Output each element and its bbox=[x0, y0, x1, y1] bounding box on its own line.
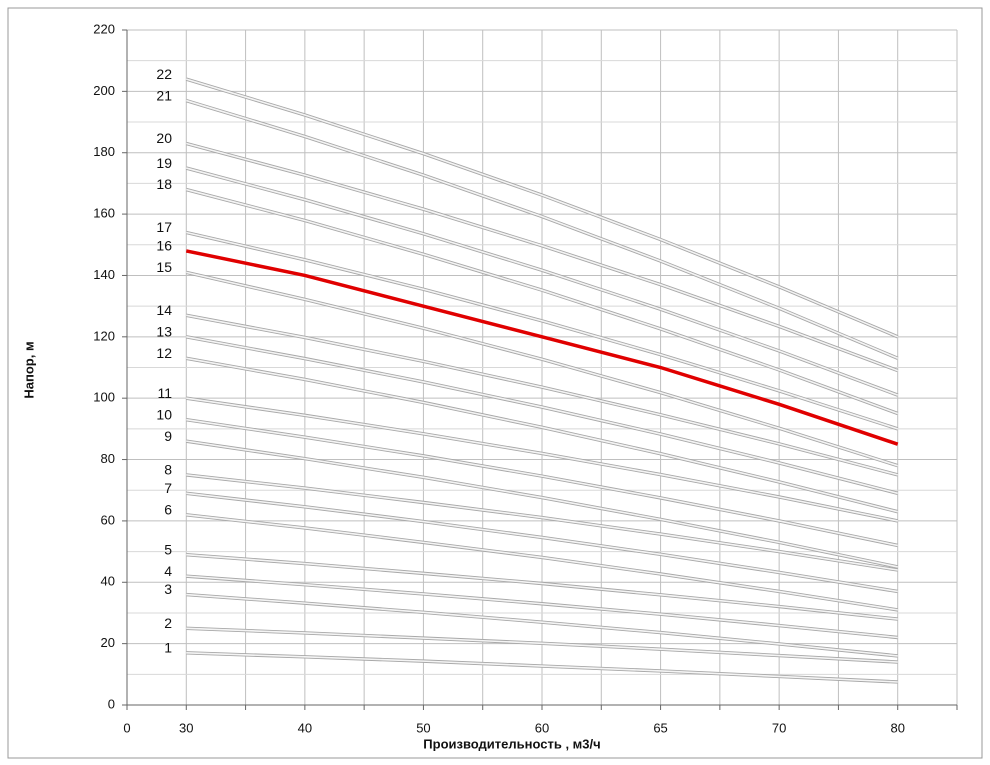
series-line bbox=[186, 418, 898, 547]
x-tick-label: 50 bbox=[416, 720, 430, 735]
chart-frame bbox=[7, 7, 983, 759]
series-label: 6 bbox=[164, 501, 172, 517]
y-tick-label: 120 bbox=[93, 328, 115, 343]
series-line bbox=[186, 627, 898, 663]
series-label: 13 bbox=[156, 324, 172, 340]
y-axis-label: Напор, м bbox=[21, 341, 36, 398]
x-axis-label: Производительность , м3/ч bbox=[423, 736, 600, 751]
y-tick-label: 40 bbox=[101, 574, 115, 589]
series-line bbox=[186, 357, 898, 513]
x-tick-label: 80 bbox=[890, 720, 904, 735]
series-line bbox=[186, 652, 898, 683]
x-tick-label: 40 bbox=[298, 720, 312, 735]
series-label: 10 bbox=[156, 406, 172, 422]
x-tick-label: 0 bbox=[123, 720, 130, 735]
series-line bbox=[186, 440, 898, 568]
series-line bbox=[186, 142, 898, 372]
series-label: 21 bbox=[156, 87, 172, 103]
series-label: 9 bbox=[164, 428, 172, 444]
y-tick-label: 60 bbox=[101, 512, 115, 527]
y-tick-label: 80 bbox=[101, 451, 115, 466]
series-line bbox=[186, 336, 898, 495]
series-line bbox=[186, 593, 898, 657]
series-line bbox=[186, 513, 898, 611]
y-tick-label: 140 bbox=[93, 267, 115, 282]
y-tick-label: 160 bbox=[93, 206, 115, 221]
x-tick-label: 30 bbox=[179, 720, 193, 735]
series-line bbox=[186, 271, 898, 467]
y-tick-label: 180 bbox=[93, 144, 115, 159]
series-label: 2 bbox=[164, 615, 172, 631]
series-label: 4 bbox=[164, 563, 172, 579]
series-label: 12 bbox=[156, 345, 172, 361]
series-label: 11 bbox=[157, 385, 172, 401]
series-line bbox=[186, 474, 898, 571]
y-tick-label: 20 bbox=[101, 635, 115, 650]
y-tick-label: 0 bbox=[108, 696, 115, 711]
x-tick-label: 70 bbox=[772, 720, 786, 735]
x-tick-label: 65 bbox=[653, 720, 667, 735]
series-line bbox=[185, 249, 899, 446]
series-label: 8 bbox=[164, 462, 172, 478]
series-line bbox=[186, 492, 898, 593]
series-label: 3 bbox=[164, 581, 172, 597]
series-label: 16 bbox=[156, 238, 172, 254]
series-label: 14 bbox=[156, 302, 172, 318]
series-label: 20 bbox=[156, 130, 172, 146]
series-line bbox=[186, 188, 898, 415]
series-label: 22 bbox=[156, 66, 172, 82]
series-line bbox=[186, 167, 898, 396]
series-line bbox=[186, 553, 898, 620]
series-line bbox=[186, 397, 898, 522]
series-label: 17 bbox=[156, 219, 172, 235]
series-label: 1 bbox=[164, 640, 172, 656]
series-label: 7 bbox=[164, 480, 172, 496]
series-line bbox=[186, 231, 898, 430]
x-tick-label: 60 bbox=[535, 720, 549, 735]
y-tick-label: 220 bbox=[93, 21, 115, 36]
series-line bbox=[186, 575, 898, 639]
y-tick-label: 200 bbox=[93, 83, 115, 98]
series-label: 18 bbox=[156, 176, 172, 192]
series-line bbox=[186, 99, 899, 360]
y-tick-label: 100 bbox=[93, 390, 115, 405]
series-label: 19 bbox=[156, 155, 172, 171]
series-line bbox=[186, 314, 898, 476]
series-line bbox=[186, 78, 899, 338]
series-label: 5 bbox=[164, 541, 172, 557]
series-label: 15 bbox=[156, 259, 172, 275]
